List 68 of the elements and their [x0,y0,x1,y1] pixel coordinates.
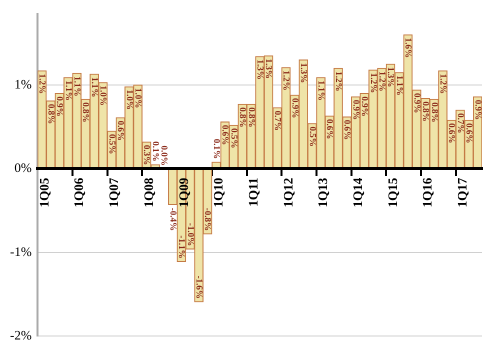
data-label: 0.9% [55,96,66,117]
data-label: 1.1% [90,77,100,98]
data-label: -1.0% [186,222,196,246]
data-label: 1.0% [124,90,135,110]
y-tick-label: -2% [10,328,32,343]
data-label: -0.4% [168,208,178,231]
data-label: 1.1% [64,80,74,101]
data-label: 1.1% [394,75,405,96]
data-label: 1.2% [377,71,388,92]
data-label: 0.0% [160,145,170,166]
x-tick-label: 1Q11 [245,178,260,207]
data-label: 0.9% [290,98,300,118]
data-label: 1.3% [256,60,266,80]
data-label: -1.6% [194,276,205,299]
x-tick-label: 1Q13 [315,177,330,208]
x-tick-label: 1Q06 [71,177,86,208]
data-label: 0.8% [421,101,432,122]
data-label: 0.9% [473,100,484,120]
data-label: 0.9% [412,93,422,114]
data-label: 0.8% [246,107,257,128]
data-label: 1.0% [98,85,109,106]
data-label: 0.8% [238,107,248,128]
x-tick-label: 1Q17 [454,177,470,208]
data-label: 1.2% [368,72,379,94]
data-label: 0.5% [229,128,240,148]
data-label: 0.1% [150,141,161,162]
x-tick-label: 1Q12 [280,178,296,208]
data-label: -0.8% [203,208,214,232]
x-tick-label: 1Q08 [140,177,156,208]
data-label: 0.8% [46,104,56,124]
data-label: 1.3% [264,58,274,79]
x-tick-label: 1Q14 [350,177,366,208]
data-label: 0.9% [351,100,362,120]
data-label: 1.2% [438,74,448,94]
data-label: 1.3% [299,62,310,84]
x-tick-label: 1Q09 [176,177,191,208]
data-label: 0.9% [360,96,370,117]
x-tick-label: 1Q10 [210,178,226,208]
data-label: 0.6% [325,118,336,140]
data-label: 0.6% [464,123,475,144]
data-label: 0.8% [430,102,440,122]
data-label: -1.1% [177,235,188,259]
data-label: 1.2% [38,74,48,94]
data-label: 0.3% [142,144,152,166]
data-label: 0.6% [116,120,126,141]
data-label: 0.8% [81,102,92,122]
x-tick-label: 1Q15 [384,177,400,208]
data-label: 1.2% [282,70,292,91]
y-tick-label: 0% [14,160,32,176]
data-label: 0.6% [342,120,353,140]
data-label: 0.1% [212,138,222,160]
x-tick-label: 1Q07 [106,177,122,208]
data-label: 0.6% [220,124,231,146]
y-tick-label: -1% [10,244,32,259]
data-label: 1.6% [404,38,414,58]
data-label: 1.3% [386,67,396,88]
x-tick-label: 1Q05 [36,177,52,208]
y-tick-label: 1% [14,76,32,92]
data-label: 1.2% [334,71,344,92]
data-label: 0.6% [447,123,458,144]
x-tick-label: 1Q16 [420,177,435,208]
data-label: 0.7% [272,110,283,131]
data-label: 1.1% [316,80,326,101]
data-label: 0.7% [456,113,466,134]
data-label: 0.5% [107,134,118,154]
data-label: 1.1% [72,76,83,97]
data-label: 1.0% [134,88,144,108]
data-label: 0.5% [308,126,318,147]
